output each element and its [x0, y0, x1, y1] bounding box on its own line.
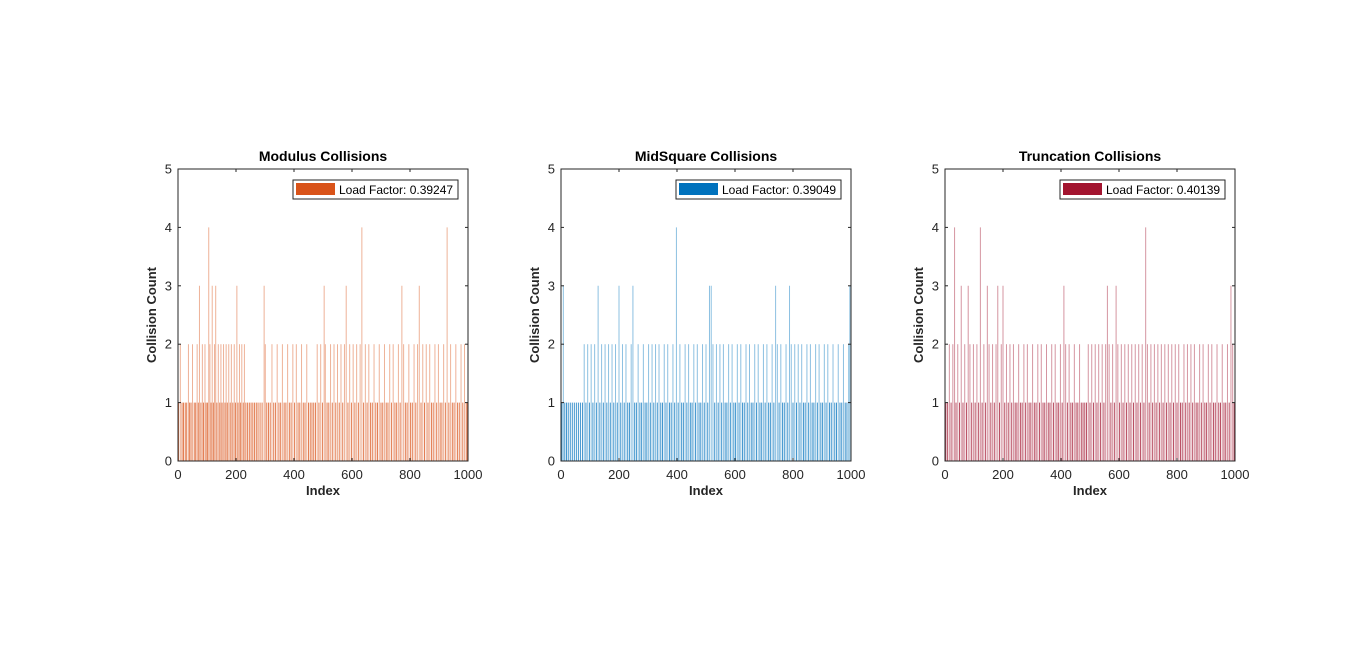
y-tick-label: 1	[165, 395, 172, 410]
y-axis-label: Collision Count	[911, 266, 926, 363]
y-tick-label: 0	[165, 454, 172, 469]
x-axis-label: Index	[689, 483, 724, 498]
legend-label: Load Factor: 0.39049	[722, 183, 836, 197]
bar-series	[178, 227, 468, 461]
x-axis-label: Index	[1073, 483, 1108, 498]
y-tick-label: 4	[165, 220, 172, 235]
legend-swatch	[296, 183, 335, 195]
y-tick-label: 1	[548, 395, 555, 410]
y-tick-label: 3	[548, 278, 555, 293]
x-tick-label: 1000	[837, 467, 866, 482]
legend: Load Factor: 0.39049	[675, 179, 842, 200]
y-tick-label: 2	[165, 337, 172, 352]
legend-label: Load Factor: 0.39247	[339, 183, 453, 197]
x-tick-label: 400	[283, 467, 305, 482]
y-tick-label: 2	[548, 337, 555, 352]
axes-box	[944, 168, 1236, 462]
bar-series	[561, 227, 851, 461]
x-tick-label: 400	[666, 467, 688, 482]
x-tick-label: 200	[992, 467, 1014, 482]
chart-title: MidSquare Collisions	[635, 148, 778, 164]
y-tick-label: 4	[548, 220, 555, 235]
legend: Load Factor: 0.40139	[1059, 179, 1226, 200]
y-tick-label: 5	[932, 162, 939, 177]
y-tick-label: 5	[548, 162, 555, 177]
x-tick-label: 600	[1108, 467, 1130, 482]
x-tick-label: 1000	[1221, 467, 1250, 482]
y-tick-label: 4	[932, 220, 939, 235]
y-axis-label: Collision Count	[527, 266, 542, 363]
x-tick-label: 400	[1050, 467, 1072, 482]
legend-swatch	[679, 183, 718, 195]
chart-3: 0 200 400 600 800 1000 0 1 2 3 4 5 Truncation Collis…	[911, 148, 1249, 498]
chart-title: Modulus Collisions	[259, 148, 388, 164]
axes-box	[177, 168, 469, 462]
y-tick-label: 1	[932, 395, 939, 410]
y-axis-label: Collision Count	[144, 266, 159, 363]
bar-series	[945, 227, 1235, 461]
axes-box	[560, 168, 852, 462]
y-tick-label: 5	[165, 162, 172, 177]
y-tick-label: 3	[932, 278, 939, 293]
x-tick-label: 0	[941, 467, 948, 482]
x-tick-label: 600	[341, 467, 363, 482]
x-tick-label: 800	[1166, 467, 1188, 482]
chart-title: Truncation Collisions	[1019, 148, 1162, 164]
x-tick-label: 1000	[454, 467, 483, 482]
chart-2: 0 200 400 600 800 1000 0 1 2 3 4 5 MidSquare Collisi…	[527, 148, 865, 498]
y-tick-label: 2	[932, 337, 939, 352]
chart-1: 0 200 400 600 800 1000 0 1 2 3 4 5 Modulus Collision…	[144, 148, 482, 498]
x-tick-label: 0	[557, 467, 564, 482]
legend-swatch	[1063, 183, 1102, 195]
x-tick-label: 0	[174, 467, 181, 482]
legend: Load Factor: 0.39247	[292, 179, 459, 200]
y-tick-label: 0	[548, 454, 555, 469]
x-tick-label: 800	[399, 467, 421, 482]
x-tick-label: 200	[225, 467, 247, 482]
x-axis-label: Index	[306, 483, 341, 498]
x-tick-label: 600	[724, 467, 746, 482]
x-tick-label: 200	[608, 467, 630, 482]
y-tick-label: 0	[932, 454, 939, 469]
y-tick-label: 3	[165, 278, 172, 293]
x-tick-label: 800	[782, 467, 804, 482]
legend-label: Load Factor: 0.40139	[1106, 183, 1220, 197]
